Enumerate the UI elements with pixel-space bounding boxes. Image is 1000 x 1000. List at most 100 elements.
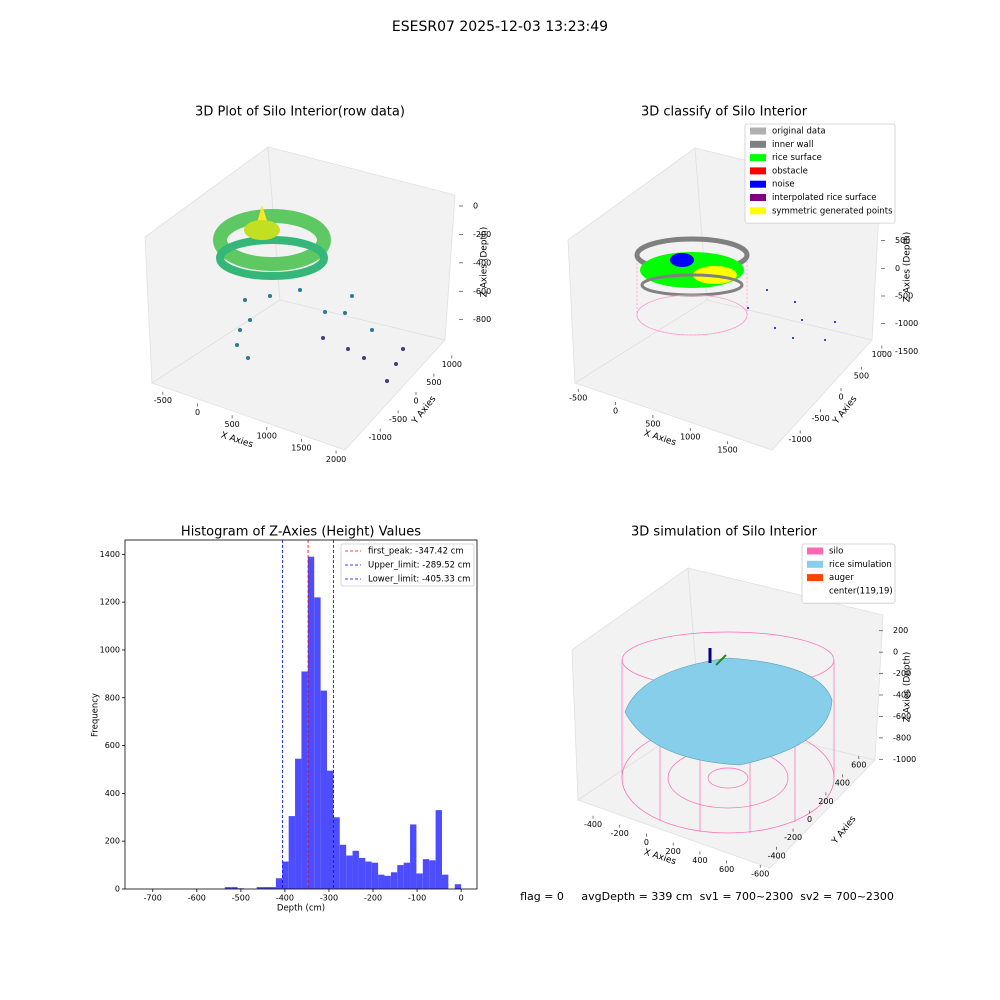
legend-label: inner wall (772, 140, 813, 150)
legend-swatch (750, 180, 766, 188)
z-tick-label: -800 (893, 733, 911, 742)
x-tick-label: 0 (195, 408, 200, 417)
bar (263, 887, 270, 889)
legend-label: obstacle (772, 166, 808, 176)
legend-label: silo (829, 547, 843, 557)
legend-swatch (807, 574, 823, 582)
y-tick-label: 1000 (100, 645, 120, 654)
x-tick-label: -200 (364, 894, 382, 903)
chart-title: 3D Plot of Silo Interior(row data) (195, 105, 405, 120)
x-tick-label: 1500 (717, 446, 737, 455)
bar (416, 873, 423, 889)
y-tick-label: 600 (851, 761, 866, 770)
y-tick-label: 0 (115, 885, 120, 894)
z-tick-label: 0 (895, 264, 900, 273)
legend-label: first_peak: -347.42 cm (368, 547, 464, 557)
x-tick-label: 600 (719, 865, 734, 874)
legend-label: interpolated rice surface (772, 193, 877, 203)
bar (384, 875, 391, 889)
bar (231, 887, 238, 889)
y-tick-label: 1200 (100, 598, 120, 607)
bar (288, 816, 296, 889)
legend-swatch (807, 547, 823, 555)
x-tick-label: 1000 (680, 433, 700, 442)
y-tick-label: 500 (854, 371, 869, 380)
bar (435, 810, 442, 889)
y-tick-label: -600 (751, 869, 769, 878)
axis-label: Y Axies (831, 394, 860, 427)
y-tick-label: 0 (413, 397, 418, 406)
y-tick-label: 0 (838, 393, 843, 402)
x-tick-label: -600 (188, 894, 206, 903)
y-tick-label: -1000 (369, 433, 392, 442)
chart-title: 3D simulation of Silo Interior (631, 525, 818, 540)
bar (454, 884, 462, 889)
y-tick-label: 1000 (442, 360, 462, 369)
axis-label: Y Axies (830, 814, 859, 847)
y-tick-label: 1000 (872, 350, 892, 359)
legend-box (340, 543, 475, 587)
y-tick-label: 200 (818, 797, 833, 806)
bar (295, 758, 302, 889)
bar (269, 887, 276, 889)
x-tick-label: -100 (408, 894, 426, 903)
chart-title: Histogram of Z-Axies (Height) Values (181, 525, 421, 540)
y-tick-label: -1000 (789, 435, 812, 444)
status-text: flag = 0 avgDepth = 339 cm sv1 = 700~230… (520, 890, 894, 903)
bar (256, 887, 264, 889)
z-tick-label: -1000 (895, 319, 918, 328)
z-tick-label: -500 (895, 291, 913, 300)
bar (339, 844, 347, 889)
y-tick-label: 1400 (100, 550, 120, 559)
bar (429, 860, 436, 889)
x-tick-label: 2000 (326, 455, 346, 464)
bar (358, 857, 366, 889)
bar (422, 859, 430, 889)
bar (403, 862, 411, 889)
y-tick-label: 400 (105, 789, 120, 798)
bar (320, 690, 327, 889)
plot2-cloud (634, 236, 836, 341)
x-tick-label: 200 (666, 847, 681, 856)
bar (282, 861, 289, 889)
plot1-panes (144, 146, 456, 451)
legend-box (744, 123, 896, 224)
x-tick-label: -700 (144, 894, 162, 903)
x-tick-label: 1000 (257, 432, 277, 441)
z-tick-label: 0 (893, 648, 898, 657)
z-tick-label: -1500 (895, 347, 918, 356)
y-tick-label: 200 (105, 837, 120, 846)
x-tick-label: 400 (692, 856, 707, 865)
z-tick-label: -400 (473, 258, 491, 267)
y-tick-label: 0 (807, 815, 812, 824)
x-tick-label: 500 (225, 420, 240, 429)
x-tick-label: -400 (276, 894, 294, 903)
y-tick-label: -500 (389, 415, 407, 424)
legend-label: Lower_limit: -405.33 cm (368, 575, 470, 585)
axis-label: X Axies (219, 431, 254, 451)
axis-label: Z Axies (Depth) (480, 227, 490, 298)
legend-label: noise (772, 180, 795, 190)
bar (371, 862, 379, 889)
z-tick-label: 200 (893, 626, 908, 635)
legend-swatch (750, 167, 766, 175)
x-tick-label: 500 (645, 420, 660, 429)
z-tick-label: -200 (473, 230, 491, 239)
x-tick-label: -400 (584, 820, 602, 829)
x-tick-label: -500 (154, 396, 172, 405)
chart-title: 3D classify of Silo Interior (641, 105, 808, 120)
x-axis-label: Depth (cm) (277, 904, 325, 914)
y-tick-label: -500 (812, 414, 830, 423)
y-tick-label: 800 (105, 693, 120, 702)
y-tick-label: 500 (426, 378, 441, 387)
y-tick-label: -400 (768, 851, 786, 860)
z-tick-label: 500 (895, 236, 910, 245)
legend-swatch (807, 560, 823, 568)
z-tick-label: 0 (473, 201, 478, 210)
y-axis-label: Frequency (91, 693, 101, 737)
z-tick-label: -600 (893, 712, 911, 721)
axis-label: Z Axies (Depth) (903, 232, 913, 303)
plot-frame (124, 539, 478, 890)
plot1-cloud (213, 205, 405, 383)
legend-label: rice simulation (829, 560, 892, 570)
